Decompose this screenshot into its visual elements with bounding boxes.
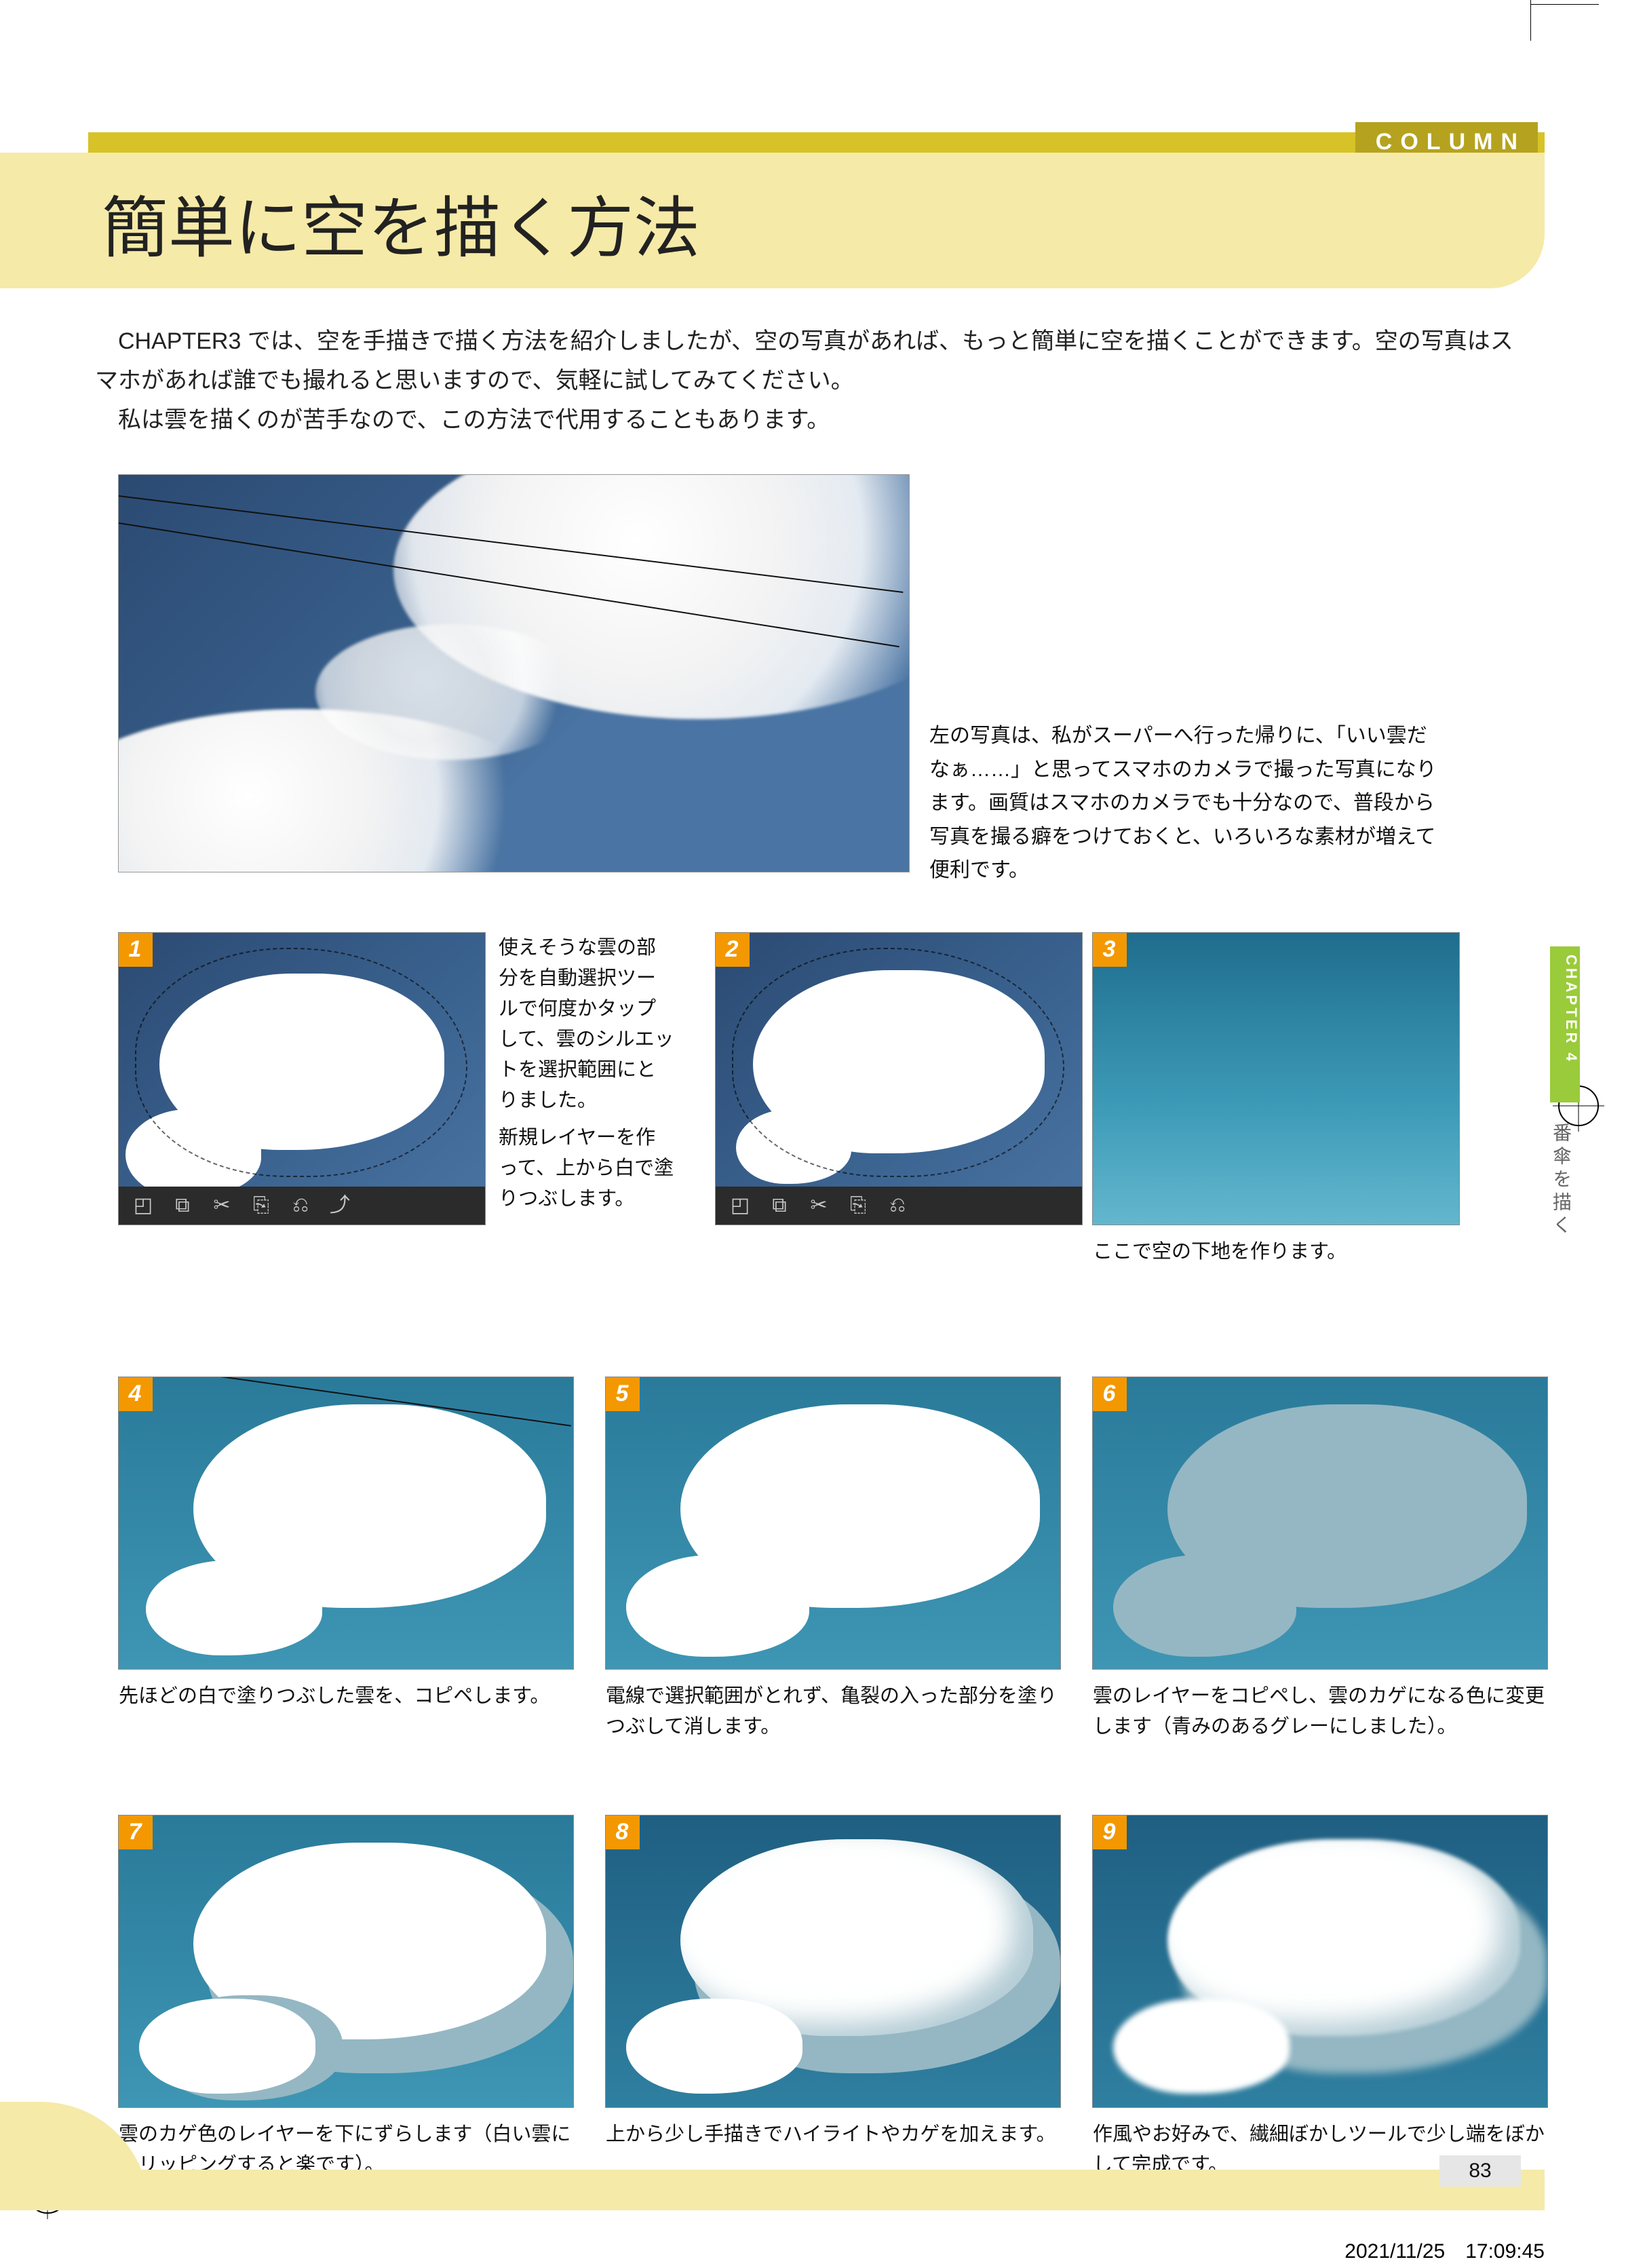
tool-icon: ◰ (131, 1193, 155, 1218)
toolbar: ◰ ⧉ ✂ ⎘ ⎌ ⤴ (119, 1187, 485, 1225)
tool-icon: ⧉ (767, 1193, 792, 1218)
step-5-image: 5 (606, 1377, 1060, 1669)
hero-caption: 左の写真は、私がスーパーへ行った帰りに、「いい雲だなぁ……」と思ってスマホのカメ… (929, 719, 1438, 887)
cloud-shape (125, 1109, 261, 1197)
steps-row-1: 1 ◰ ⧉ ✂ ⎘ ⎌ ⤴ 使えそうな雲の部分を自動選択ツールで何度かタップして… (119, 933, 1524, 1326)
crop-mark (1530, 0, 1531, 41)
step-badge: 8 (606, 1815, 640, 1849)
step-badge: 2 (716, 933, 750, 967)
step-9: 9 作風やお好みで、繊細ぼかしツールで少し端をぼかして完成です。 (1093, 1815, 1547, 2180)
cloud-shape (626, 1555, 809, 1657)
step-3-caption: ここで空の下地を作ります。 (1093, 1237, 1459, 1267)
header-ribbon (88, 132, 1545, 153)
footer-decoration (0, 2129, 1545, 2210)
tool-icon: ⎌ (885, 1193, 910, 1218)
cloud-shape (139, 1999, 315, 2094)
step-badge: 4 (119, 1377, 153, 1411)
page-title: 簡単に空を描く方法 (102, 153, 1545, 271)
page-number: 83 (1439, 2155, 1521, 2187)
step-badge: 5 (606, 1377, 640, 1411)
tool-icon: ⎘ (249, 1193, 273, 1218)
step-3-image: 3 (1093, 933, 1459, 1225)
cloud-shape (753, 970, 1045, 1153)
step-1: 1 ◰ ⧉ ✂ ⎘ ⎌ ⤴ (119, 933, 485, 1225)
step-7: 7 雲のカゲ色のレイヤーを下にずらします（白い雲にクリッピングすると楽です）。 (119, 1815, 573, 2180)
step-badge: 6 (1093, 1377, 1127, 1411)
footer-bar (0, 2170, 1545, 2210)
step-2-caption: 新規レイヤーを作って、上から白で塗りつぶします。 (499, 1123, 675, 1214)
step-2-image: 2 ◰ ⧉ ✂ ⎘ ⎌ (716, 933, 1082, 1225)
cloud-shape (1113, 1999, 1290, 2094)
cloud-shape (159, 974, 444, 1150)
step-5-caption: 電線で選択範囲がとれず、亀裂の入った部分を塗りつぶして消します。 (606, 1681, 1060, 1742)
title-block: 簡単に空を描く方法 (0, 153, 1545, 288)
tool-icon: ✂ (210, 1193, 234, 1218)
intro-p1: CHAPTER3 では、空を手描きで描く方法を紹介しましたが、空の写真があれば、… (95, 322, 1517, 401)
step-1-image: 1 ◰ ⧉ ✂ ⎘ ⎌ ⤴ (119, 933, 485, 1225)
tool-icon: ✂ (807, 1193, 831, 1218)
step-badge: 3 (1093, 933, 1127, 967)
step-6-caption: 雲のレイヤーをコピペし、雲のカゲになる色に変更します（青みのあるグレーにしました… (1093, 1681, 1547, 1742)
step-4: 4 先ほどの白で塗りつぶした雲を、コピペします。 (119, 1377, 573, 1712)
step-8: 8 上から少し手描きでハイライトやカゲを加えます。 (606, 1815, 1060, 2150)
hero-photo (119, 475, 909, 872)
cloud-shape (736, 1109, 851, 1184)
chapter-tab: CHAPTER 4 (1550, 946, 1580, 1102)
tool-icon: ⎘ (846, 1193, 870, 1218)
steps-row-2: 4 先ほどの白で塗りつぶした雲を、コピペします。 5 電線で選択範囲がとれず、亀… (119, 1377, 1524, 1777)
step-7-image: 7 (119, 1815, 573, 2107)
step-6-image: 6 (1093, 1377, 1547, 1669)
step-4-image: 4 (119, 1377, 573, 1669)
tool-icon: ⎌ (288, 1193, 313, 1218)
step-8-image: 8 (606, 1815, 1060, 2107)
step-badge: 7 (119, 1815, 153, 1849)
step-badge: 1 (119, 933, 153, 967)
crop-mark (1531, 4, 1599, 5)
cloud-shape (146, 1560, 322, 1655)
step-9-image: 9 (1093, 1815, 1547, 2107)
step-2: 2 ◰ ⧉ ✂ ⎘ ⎌ (716, 933, 1082, 1225)
step-1-caption: 使えそうな雲の部分を自動選択ツールで何度かタップして、雲のシルエットを選択範囲に… (499, 933, 675, 1116)
step-3: 3 ここで空の下地を作ります。 (1093, 933, 1459, 1267)
toolbar: ◰ ⧉ ✂ ⎘ ⎌ (716, 1187, 1082, 1225)
tool-icon: ⤴ (328, 1193, 352, 1218)
cloud-shape (626, 1999, 802, 2094)
step-5: 5 電線で選択範囲がとれず、亀裂の入った部分を塗りつぶして消します。 (606, 1377, 1060, 1742)
intro-text: CHAPTER3 では、空を手描きで描く方法を紹介しましたが、空の写真があれば、… (95, 322, 1517, 440)
tool-icon: ⧉ (170, 1193, 195, 1218)
intro-p2: 私は雲を描くのが苦手なので、この方法で代用することもあります。 (95, 401, 1517, 440)
cloud-shadow-shape (1113, 1555, 1296, 1657)
step-6: 6 雲のレイヤーをコピペし、雲のカゲになる色に変更します（青みのあるグレーにしま… (1093, 1377, 1547, 1742)
step-4-caption: 先ほどの白で塗りつぶした雲を、コピペします。 (119, 1681, 573, 1712)
cloud-shape (315, 624, 587, 760)
step-badge: 9 (1093, 1815, 1127, 1849)
chapter-subtitle: 番傘を描く (1547, 1123, 1574, 1238)
chapter-tab-label: CHAPTER 4 (1550, 950, 1580, 1064)
print-timestamp: 2021/11/25 17:09:45 (1344, 2234, 1545, 2264)
tool-icon: ◰ (728, 1193, 752, 1218)
